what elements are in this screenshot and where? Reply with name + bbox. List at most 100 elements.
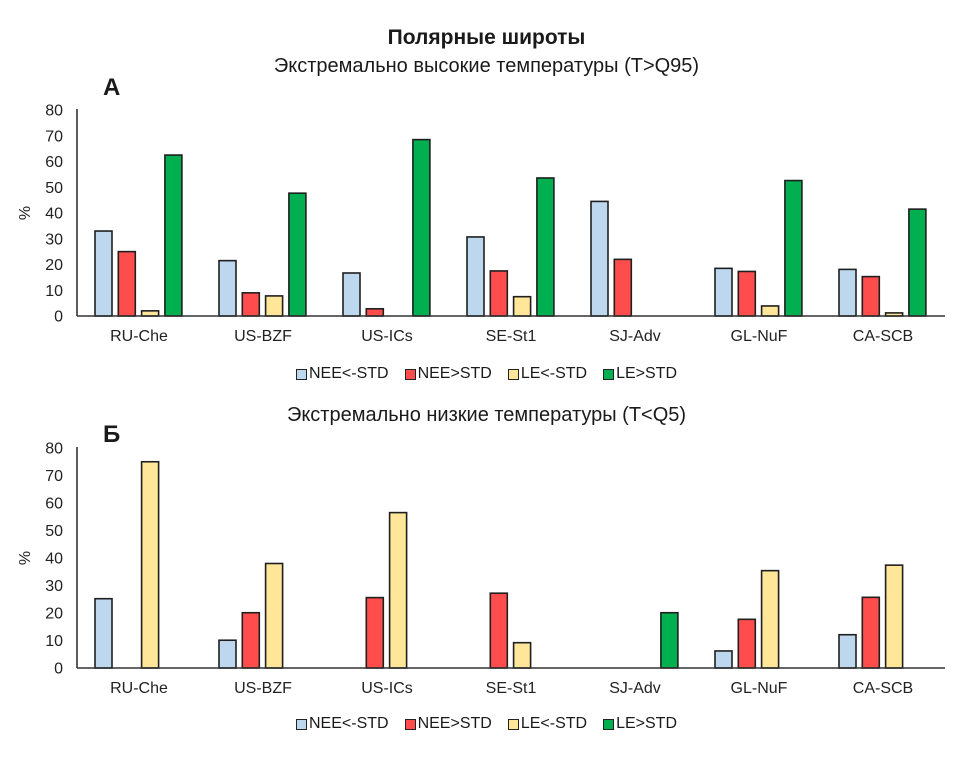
chart-b-bar [241, 611, 261, 669]
legend-item: LE<-STD [507, 365, 588, 383]
chart-a-bar [737, 270, 757, 317]
chart-a-ytick-label: 40 [45, 206, 63, 223]
chart-a-bar [512, 295, 532, 317]
chart-b-bar [94, 597, 113, 669]
legend-label: LE<-STD [520, 715, 588, 732]
chart-a-bar [714, 267, 733, 317]
chart-a-title: Экстремально высокие температуры (T>Q95) [273, 55, 700, 77]
chart-b-title: Экстремально низкие температуры (T<Q5) [286, 404, 687, 426]
chart-b-bar [838, 633, 857, 669]
chart-b-category-label: GL-NuF [731, 680, 788, 697]
chart-b-bar [489, 592, 509, 669]
chart-b-bar [861, 596, 881, 669]
chart-b-ytick-label: 70 [45, 468, 63, 485]
legend-label: NEE>STD [417, 715, 492, 732]
legend-item: LE>STD [603, 365, 677, 383]
chart-a-ytick-label: 60 [45, 154, 63, 171]
chart-a-bar [412, 138, 431, 317]
chart-a-panel-letter: А [103, 74, 121, 101]
chart-a-ytick-label: 20 [45, 257, 63, 274]
chart-a-ytick-label: 50 [45, 180, 63, 197]
chart-b-bar [388, 511, 408, 669]
legend-label: LE>STD [616, 365, 677, 382]
legend-item: NEE>STD [404, 365, 492, 383]
chart-a-bar [94, 230, 113, 317]
chart-b-bar [264, 562, 284, 669]
legend-swatch [507, 368, 519, 380]
legend-label: NEE>STD [417, 365, 492, 382]
legend-swatch [296, 718, 307, 730]
chart-a-bar [489, 270, 509, 317]
chart-b-bar [365, 596, 385, 669]
chart-b-bar [714, 650, 733, 669]
chart-b-bar [218, 639, 237, 669]
legend-item: LE<-STD [507, 715, 588, 733]
chart-b-ytick-label: 0 [54, 661, 63, 678]
chart-b-ytick-label: 50 [45, 523, 63, 540]
chart-a-bar [590, 200, 609, 317]
chart-a-category-label: US-ICs [361, 328, 413, 345]
chart-b-bar [512, 641, 532, 669]
chart-a-bar [365, 307, 385, 317]
chart-a-bar [536, 177, 555, 317]
chart-a-category-label: CA-SCB [853, 328, 913, 345]
legend-swatch [603, 368, 615, 380]
chart-a-category-label: RU-Che [110, 328, 168, 345]
chart-a-bar [241, 292, 261, 317]
chart-b-ytick-label: 60 [45, 496, 63, 513]
legend-swatch [296, 368, 307, 380]
chart-b-ytick-label: 40 [45, 551, 63, 568]
chart-b-bar [140, 460, 160, 669]
legend-item: NEE<-STD [296, 715, 389, 733]
chart-a-category-label: SE-St1 [486, 328, 537, 345]
legend-label: LE<-STD [520, 365, 588, 382]
chart-a-category-label: GL-NuF [731, 328, 788, 345]
chart-a-bar [838, 268, 857, 317]
legend-item: NEE>STD [404, 715, 492, 733]
chart-b-y-axis-label: % [17, 551, 34, 565]
chart-a-bar [784, 179, 803, 317]
chart-a-y-axis-label: % [17, 206, 34, 220]
chart-b-category-label: SJ-Adv [609, 680, 661, 697]
chart-a-category-label: US-BZF [234, 328, 292, 345]
chart-a-bar [264, 295, 284, 317]
chart-b-ytick-label: 30 [45, 578, 63, 595]
chart-b-category-label: CA-SCB [853, 680, 913, 697]
chart-a-bar [760, 305, 780, 317]
chart-b-category-label: US-BZF [234, 680, 292, 697]
chart-b-ytick-label: 80 [45, 441, 63, 458]
chart-a-legend: NEE<-STD NEE>STD LE<-STD LE>STD [0, 365, 973, 383]
chart-b-ytick-label: 10 [45, 633, 63, 650]
chart-a-category-label: SJ-Adv [609, 328, 661, 345]
legend-item: LE>STD [603, 715, 677, 733]
chart-a-bar [342, 272, 361, 317]
legend-label: LE>STD [616, 715, 677, 732]
chart-b-panel-letter: Б [103, 421, 121, 448]
chart-b-bar [660, 611, 679, 669]
chart-a-bar [117, 250, 137, 317]
chart-a-bar [861, 275, 881, 317]
chart-a-ytick-label: 0 [54, 309, 63, 326]
chart-a-bar [466, 236, 485, 317]
figure-title: Полярные широты [387, 26, 586, 49]
chart-a-bar [908, 208, 927, 317]
legend-label: NEE<-STD [309, 715, 389, 732]
chart-b-ytick-label: 20 [45, 606, 63, 623]
legend-item: NEE<-STD [296, 365, 389, 383]
chart-a-ytick-label: 70 [45, 128, 63, 145]
chart-b-category-label: SE-St1 [486, 680, 537, 697]
chart-a-ytick-label: 30 [45, 231, 63, 248]
legend-swatch [404, 368, 416, 380]
chart-a-ytick-label: 10 [45, 283, 63, 300]
chart-b-category-label: RU-Che [110, 680, 168, 697]
legend-label: NEE<-STD [309, 365, 389, 382]
chart-a-bar [164, 154, 183, 317]
chart-a-bar [613, 258, 633, 317]
legend-swatch [404, 718, 416, 730]
chart-a-bar [288, 192, 307, 317]
legend-swatch [507, 718, 519, 730]
chart-a-ytick-label: 80 [45, 103, 63, 120]
chart-b-bar [737, 618, 757, 669]
chart-b-bar [760, 569, 780, 669]
